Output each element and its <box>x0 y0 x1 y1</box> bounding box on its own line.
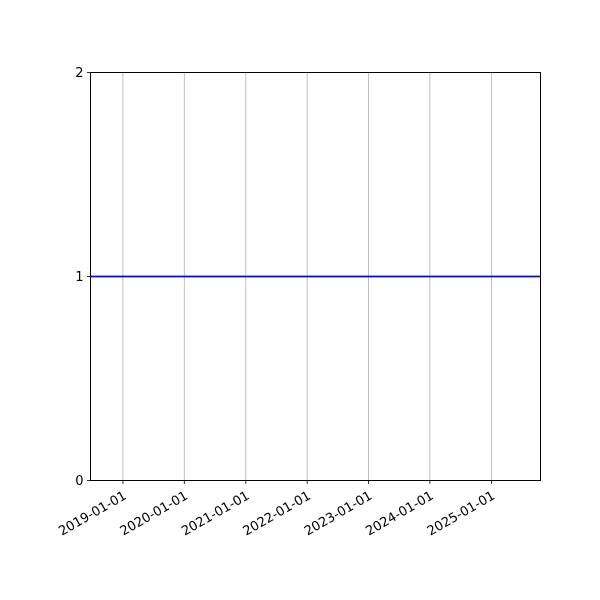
y-tick-label: 2 <box>75 66 83 81</box>
x-tick-label: 2025-01-01 <box>425 489 498 540</box>
x-tick-label: 2019-01-01 <box>56 489 129 540</box>
x-tick-label: 2022-01-01 <box>241 489 314 540</box>
x-axis: 2019-01-012020-01-012021-01-012022-01-01… <box>56 480 498 540</box>
x-tick-label: 2024-01-01 <box>363 489 436 540</box>
x-tick-label: 2023-01-01 <box>302 489 375 540</box>
x-tick-label: 2021-01-01 <box>179 489 252 540</box>
y-axis: 0 1 2 <box>75 66 91 489</box>
x-tick-label: 2020-01-01 <box>118 489 191 540</box>
y-tick-label: 1 <box>75 270 83 285</box>
y-tick-label: 0 <box>75 474 83 489</box>
